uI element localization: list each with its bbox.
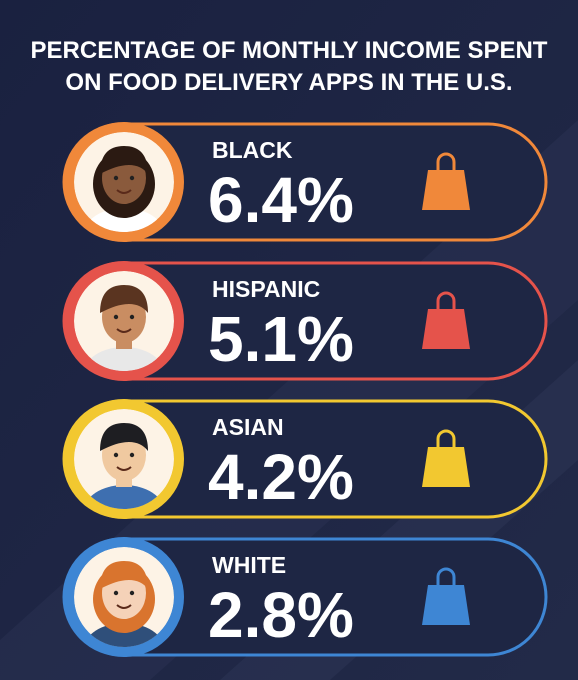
avatar-eye — [129, 314, 135, 320]
avatar — [74, 271, 174, 371]
group-value: 6.4% — [208, 164, 354, 236]
group-value: 4.2% — [208, 441, 354, 513]
bag — [422, 585, 470, 625]
avatar-shirt — [84, 485, 164, 509]
avatar-hair — [100, 146, 148, 174]
avatar-hair — [100, 561, 148, 589]
bag — [422, 309, 470, 349]
group-label: HISPANIC — [212, 276, 320, 302]
group-label: WHITE — [212, 552, 286, 578]
bag — [422, 170, 470, 210]
avatar-eye — [129, 175, 135, 181]
avatar-eye — [113, 452, 119, 458]
avatar — [74, 409, 174, 509]
avatar-eye — [113, 314, 119, 320]
bag-handle — [436, 567, 456, 585]
avatar — [74, 132, 174, 232]
avatar-mouth — [116, 328, 132, 333]
avatar-mouth — [116, 189, 132, 194]
avatar-mouth — [116, 604, 132, 609]
avatar-eye — [129, 590, 135, 596]
group-value: 5.1% — [208, 303, 354, 375]
avatar-hair — [100, 423, 148, 451]
avatar-eye — [113, 590, 119, 596]
bag — [422, 447, 470, 487]
group-label: ASIAN — [212, 414, 284, 440]
avatar-eye — [129, 452, 135, 458]
group-label: BLACK — [212, 137, 293, 163]
title-line: ON FOOD DELIVERY APPS IN THE U.S. — [65, 69, 512, 96]
bag-handle — [436, 429, 456, 447]
avatar-shirt — [84, 623, 164, 647]
avatar-eye — [113, 175, 119, 181]
avatar-hair — [100, 285, 148, 313]
avatar-mouth — [116, 466, 132, 471]
title-line: PERCENTAGE OF MONTHLY INCOME SPENT — [31, 37, 548, 64]
avatar-shirt — [84, 208, 164, 232]
bag-handle — [436, 291, 456, 309]
bag-handle — [436, 152, 456, 170]
avatar-shirt — [84, 347, 164, 371]
group-value: 2.8% — [208, 579, 354, 651]
avatar — [74, 547, 174, 647]
